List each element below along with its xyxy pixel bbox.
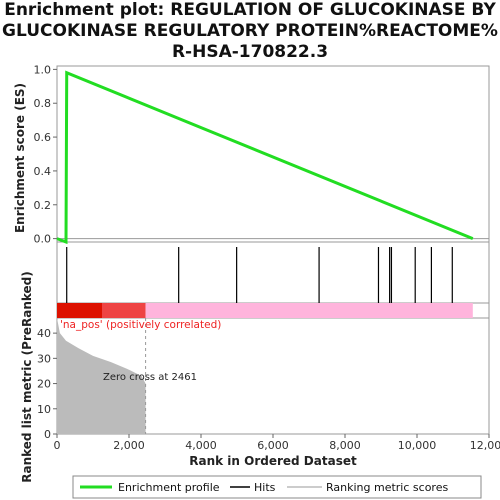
x-tick-label: 4,000 [185, 439, 217, 452]
zero-cross-label: Zero cross at 2461 [103, 372, 197, 383]
metric-y-axis-label: Ranked list metric (PreRanked) [20, 271, 34, 483]
rank-bar-negative [146, 303, 473, 318]
positive-correlation-label: 'na_pos' (positively correlated) [60, 319, 221, 331]
x-tick-label: 10,000 [398, 439, 437, 452]
x-tick-label: 0 [54, 439, 61, 452]
legend-es-label: Enrichment profile [118, 481, 220, 494]
es-y-tick-label: 0.0 [34, 233, 52, 246]
hits-panel-frame [57, 242, 489, 303]
x-axis-label: Rank in Ordered Dataset [189, 454, 357, 468]
es-y-tick-label: 0.6 [34, 131, 52, 144]
es-y-tick-label: 1.0 [34, 63, 52, 76]
es-y-tick-label: 0.4 [34, 165, 52, 178]
x-tick-label: 6,000 [257, 439, 289, 452]
legend-hits-label: Hits [254, 481, 276, 494]
metric-y-tick-label: 30 [37, 352, 51, 365]
metric-y-tick-label: 40 [37, 327, 51, 340]
rank-bar-strong-positive [57, 303, 102, 318]
metric-y-tick-label: 20 [37, 378, 51, 391]
metric-y-tick-label: 10 [37, 403, 51, 416]
rank-bar-positive [102, 303, 146, 318]
es-y-axis-label: Enrichment score (ES) [13, 83, 27, 233]
enrichment-profile-line [57, 73, 473, 242]
es-y-tick-label: 0.2 [34, 199, 52, 212]
metric-y-tick-label: 0 [44, 428, 51, 441]
x-tick-label: 8,000 [329, 439, 361, 452]
x-tick-label: 12,000 [470, 439, 500, 452]
es-panel-frame [57, 66, 489, 242]
x-tick-label: 2,000 [113, 439, 145, 452]
es-y-tick-label: 0.8 [34, 97, 52, 110]
legend-metric-label: Ranking metric scores [326, 481, 448, 494]
